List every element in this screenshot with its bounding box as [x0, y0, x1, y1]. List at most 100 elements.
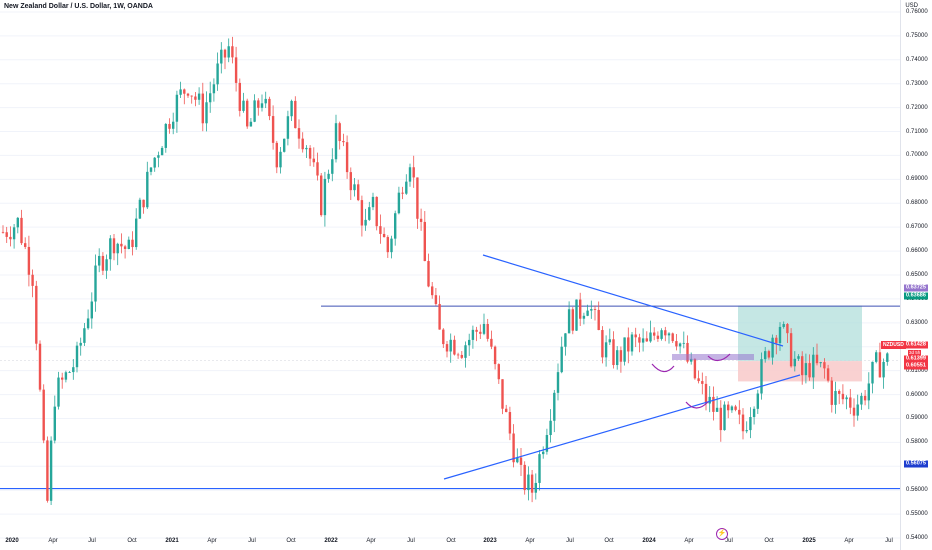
candle-body — [53, 406, 56, 441]
candle-body — [564, 333, 567, 347]
time-tick-label: Apr — [684, 538, 694, 544]
candle-body — [545, 435, 549, 452]
candle-body — [427, 261, 430, 287]
candle-body — [416, 177, 419, 219]
candle-body — [493, 346, 497, 365]
candle-body — [845, 397, 848, 400]
candle-body — [797, 356, 800, 359]
price-tick-label: 0.65000 — [906, 272, 928, 278]
arc-annotation — [651, 363, 675, 373]
candle-body — [593, 309, 597, 310]
candle-body — [379, 226, 382, 234]
events-bolt-icon[interactable]: ⚡ — [716, 528, 728, 540]
candle-body — [442, 329, 445, 345]
candle-body — [105, 259, 108, 271]
candle-body — [438, 303, 441, 330]
candle-body — [671, 333, 674, 342]
candle-body — [789, 333, 793, 367]
candle-body — [534, 482, 537, 493]
candle-body — [323, 178, 327, 216]
candle-body — [586, 310, 589, 316]
time-tick-label: 2020 — [5, 538, 19, 544]
candle-body — [12, 227, 16, 240]
candle-body — [257, 100, 260, 108]
candle-body — [27, 246, 31, 275]
candle-body — [656, 335, 660, 339]
candle-body — [471, 329, 475, 340]
candle-body — [823, 362, 826, 369]
candle-body — [527, 474, 530, 491]
candle-body — [682, 342, 685, 344]
candle-body — [553, 392, 556, 421]
candle-body — [109, 238, 112, 260]
candle-body — [734, 406, 737, 410]
price-tick-label: 0.67000 — [906, 224, 928, 231]
candle-body — [871, 361, 874, 384]
candle-body — [778, 326, 782, 344]
candle-body — [127, 239, 130, 249]
price-chart[interactable] — [0, 0, 900, 550]
candle-body — [220, 49, 223, 64]
candle-body — [675, 341, 678, 347]
candle-body — [512, 433, 515, 463]
candle-body — [31, 274, 34, 286]
candle-body — [153, 157, 156, 168]
candle-body — [882, 361, 885, 378]
candle-body — [749, 417, 752, 431]
candle-body — [120, 243, 123, 247]
candle-body — [49, 440, 53, 501]
price-tick-label: 0.55000 — [906, 511, 928, 518]
candle-body — [604, 342, 608, 358]
candle-body — [804, 363, 808, 376]
candle-body — [279, 151, 282, 168]
candle-body — [479, 331, 482, 334]
candle-body — [308, 147, 312, 159]
candle-body — [582, 315, 586, 319]
candle-body — [135, 218, 138, 248]
candle-body — [708, 396, 711, 404]
candle-body — [20, 217, 23, 244]
price-tag-target-top: 0.63725 — [904, 284, 928, 292]
candle-body — [801, 356, 804, 376]
candle-body — [453, 339, 456, 355]
candle-body — [61, 377, 64, 380]
candle-body — [112, 238, 116, 254]
price-tag-target: 0.63686 — [904, 292, 928, 300]
candle-body — [638, 337, 641, 343]
time-tick-label: Apr — [366, 538, 376, 544]
candle-body — [386, 237, 389, 253]
candle-body — [401, 192, 404, 194]
price-axis[interactable] — [900, 0, 932, 550]
time-tick-label: Apr — [48, 538, 58, 544]
candle-body — [57, 377, 60, 407]
candle-body — [24, 243, 27, 247]
time-tick-label: Jul — [407, 538, 415, 544]
candle-body — [149, 167, 153, 172]
price-tick-label: 0.60000 — [906, 391, 928, 398]
time-tick-label: Oct — [446, 538, 456, 544]
candle-body — [312, 158, 315, 163]
candle-body — [168, 123, 171, 129]
candle-body — [860, 395, 863, 405]
candle-body — [834, 390, 837, 405]
candle-body — [667, 333, 671, 336]
candle-body — [549, 420, 552, 436]
candle-body — [445, 344, 449, 352]
currency-label: USD — [905, 3, 918, 9]
candle-body — [190, 95, 193, 97]
candle-body — [590, 309, 593, 311]
candle-body — [138, 199, 142, 219]
time-tick-label: 2022 — [324, 538, 338, 544]
candle-body — [475, 329, 478, 332]
candle-body — [331, 159, 334, 174]
candle-body — [812, 354, 815, 378]
candle-body — [423, 221, 426, 262]
candle-body — [223, 49, 227, 58]
candle-body — [212, 84, 216, 94]
candle-body — [560, 346, 563, 373]
candle-body — [727, 404, 730, 411]
candle-body — [1, 231, 5, 233]
candle-body — [516, 457, 519, 463]
chart-title: New Zealand Dollar / U.S. Dollar, 1W, OA… — [4, 3, 153, 10]
price-tick-label: 0.69000 — [906, 176, 928, 183]
